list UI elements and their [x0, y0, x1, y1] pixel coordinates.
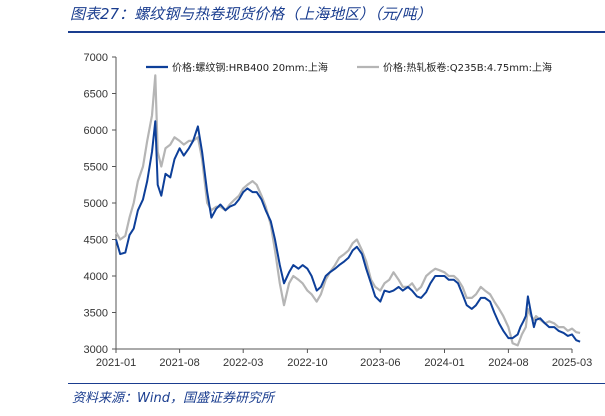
figure-title: 图表27：螺纹钢与热卷现货价格（上海地区）（元/吨） [70, 5, 432, 23]
x-tick-label: 2024-01 [424, 357, 464, 369]
chart-legend: 价格:螺纹钢:HRB400 20mm:上海 价格:热轧板卷:Q235B:4.75m… [146, 61, 552, 74]
legend-label-hot-rolled-coil: 价格:热轧板卷:Q235B:4.75mm:上海 [383, 61, 552, 74]
y-tick-label: 6000 [84, 125, 108, 137]
line-chart: 3000 3500 4000 4500 5000 5500 6000 6500 7000 2021… [84, 52, 593, 369]
x-tick-label: 2024-08 [488, 357, 528, 369]
x-tick-label: 2022-03 [223, 357, 263, 369]
x-tick-label: 2021-01 [96, 357, 136, 369]
y-tick-label: 3500 [84, 308, 108, 320]
y-tick-label: 3000 [84, 344, 108, 356]
y-tick-label: 6500 [84, 89, 108, 101]
y-tick-label: 4000 [84, 271, 108, 283]
series-layer [115, 74, 581, 347]
chart-axes: 3000 3500 4000 4500 5000 5500 6000 6500 7000 2021… [84, 52, 593, 369]
x-tick-label: 2023-06 [360, 357, 400, 369]
y-tick-label: 7000 [84, 52, 108, 64]
series-line-rebar [115, 120, 581, 343]
x-tick-label: 2021-08 [159, 357, 199, 369]
x-tick-label: 2025-03 [552, 357, 592, 369]
legend-label-rebar: 价格:螺纹钢:HRB400 20mm:上海 [172, 61, 328, 74]
y-tick-label: 5500 [84, 162, 108, 174]
y-tick-label: 4500 [84, 235, 108, 247]
source-rule [68, 383, 605, 384]
x-tick-label: 2022-10 [287, 357, 327, 369]
source-note: 资料来源：Wind，国盛证券研究所 [72, 391, 274, 406]
series-line-hot-rolled-coil [115, 74, 581, 347]
title-rule [68, 31, 605, 33]
y-tick-label: 5000 [84, 198, 108, 210]
